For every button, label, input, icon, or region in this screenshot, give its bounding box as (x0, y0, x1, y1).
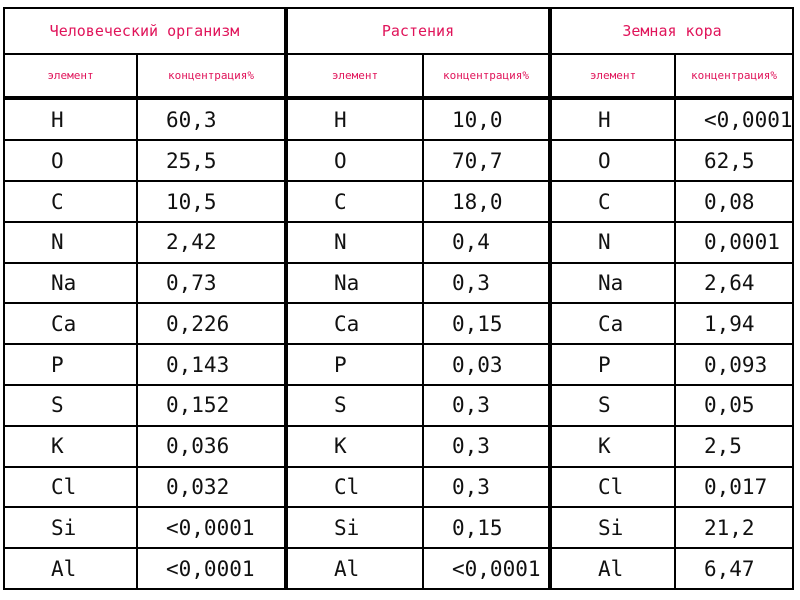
element-cell: Na (3, 261, 138, 305)
element-cell: N (284, 220, 424, 264)
sub-header-concentration: концентрация% (674, 53, 794, 99)
concentration-cell: 62,5 (674, 139, 794, 183)
concentration-cell: 6,47 (674, 547, 794, 590)
concentration-cell: 0,3 (422, 424, 551, 468)
table-body: Человеческий организм Растения Земная ко… (3, 7, 794, 590)
element-cell: Al (284, 547, 424, 590)
element-cell: P (548, 343, 676, 387)
element-cell: Ca (548, 302, 676, 346)
group-header-human: Человеческий организм (3, 7, 287, 55)
element-cell: Na (284, 261, 424, 305)
element-cell: Cl (284, 465, 424, 509)
group-header-earth-crust: Земная кора (548, 7, 794, 55)
concentration-cell: 2,5 (674, 424, 794, 468)
element-cell: K (548, 424, 676, 468)
table-row: N 2,42 N 0,4 N 0,0001 (3, 220, 794, 264)
concentration-cell: 0,08 (674, 180, 794, 223)
concentration-cell: 0,226 (136, 302, 287, 346)
concentration-cell: 0,152 (136, 384, 287, 427)
element-cell: N (548, 220, 676, 264)
element-cell: S (284, 384, 424, 427)
concentration-cell: 0,3 (422, 384, 551, 427)
table-row: O 25,5 O 70,7 O 62,5 (3, 139, 794, 183)
concentration-cell: 0,032 (136, 465, 287, 509)
element-cell: S (3, 384, 138, 427)
concentration-cell: <0,0001 (674, 95, 794, 142)
concentration-cell: 0,143 (136, 343, 287, 387)
element-cell: S (548, 384, 676, 427)
concentration-cell: 70,7 (422, 139, 551, 183)
concentration-cell: <0,0001 (136, 506, 287, 550)
concentration-cell: 10,0 (422, 95, 551, 142)
concentration-cell: 0,73 (136, 261, 287, 305)
element-cell: H (284, 95, 424, 142)
concentration-cell: 0,15 (422, 302, 551, 346)
concentration-cell: 0,036 (136, 424, 287, 468)
table-row: Al <0,0001 Al <0,0001 Al 6,47 (3, 547, 794, 590)
sub-header-concentration: концентрация% (136, 53, 287, 99)
concentration-cell: 0,4 (422, 220, 551, 264)
element-cell: Si (3, 506, 138, 550)
table-row: P 0,143 P 0,03 P 0,093 (3, 343, 794, 387)
concentration-cell: 0,093 (674, 343, 794, 387)
table-row: Si <0,0001 Si 0,15 Si 21,2 (3, 506, 794, 550)
group-header-row: Человеческий организм Растения Земная ко… (3, 7, 794, 55)
concentration-cell: 0,03 (422, 343, 551, 387)
concentration-cell: 18,0 (422, 180, 551, 223)
element-cell: C (548, 180, 676, 223)
sub-header-row: элемент концентрация% элемент концентрац… (3, 53, 794, 99)
concentration-cell: 0,0001 (674, 220, 794, 264)
element-cell: O (3, 139, 138, 183)
concentration-cell: 0,05 (674, 384, 794, 427)
element-cell: O (548, 139, 676, 183)
element-cell: P (3, 343, 138, 387)
element-cell: C (3, 180, 138, 223)
element-cell: C (284, 180, 424, 223)
element-cell: H (548, 95, 676, 142)
table-row: Na 0,73 Na 0,3 Na 2,64 (3, 261, 794, 305)
concentration-cell: 10,5 (136, 180, 287, 223)
element-cell: Cl (3, 465, 138, 509)
element-cell: H (3, 95, 138, 142)
element-cell: Ca (3, 302, 138, 346)
element-cell: P (284, 343, 424, 387)
concentration-cell: 0,3 (422, 465, 551, 509)
table-row: S 0,152 S 0,3 S 0,05 (3, 384, 794, 427)
element-cell: N (3, 220, 138, 264)
table-row: H 60,3 H 10,0 H <0,0001 (3, 95, 794, 142)
sub-header-element: элемент (548, 53, 676, 99)
sub-header-concentration: концентрация% (422, 53, 551, 99)
concentration-cell: 25,5 (136, 139, 287, 183)
concentration-cell: 1,94 (674, 302, 794, 346)
table-row: C 10,5 C 18,0 C 0,08 (3, 180, 794, 223)
element-cell: Si (284, 506, 424, 550)
sub-header-element: элемент (3, 53, 138, 99)
concentration-cell: 21,2 (674, 506, 794, 550)
concentration-cell: 0,15 (422, 506, 551, 550)
element-cell: Al (548, 547, 676, 590)
concentration-cell: 0,3 (422, 261, 551, 305)
concentration-cell: <0,0001 (422, 547, 551, 590)
concentration-cell: 0,017 (674, 465, 794, 509)
element-concentration-table: Человеческий организм Растения Земная ко… (3, 7, 794, 590)
sub-header-element: элемент (284, 53, 424, 99)
element-cell: Na (548, 261, 676, 305)
concentration-cell: 2,64 (674, 261, 794, 305)
element-cell: Si (548, 506, 676, 550)
concentration-cell: 60,3 (136, 95, 287, 142)
element-cell: K (3, 424, 138, 468)
element-cell: Cl (548, 465, 676, 509)
element-cell: Al (3, 547, 138, 590)
element-cell: Ca (284, 302, 424, 346)
concentration-cell: 2,42 (136, 220, 287, 264)
element-cell: O (284, 139, 424, 183)
table-row: K 0,036 K 0,3 K 2,5 (3, 424, 794, 468)
table-row: Cl 0,032 Cl 0,3 Cl 0,017 (3, 465, 794, 509)
table-row: Ca 0,226 Ca 0,15 Ca 1,94 (3, 302, 794, 346)
element-concentration-table-wrap: Человеческий организм Растения Земная ко… (3, 7, 794, 590)
element-cell: K (284, 424, 424, 468)
group-header-plants: Растения (284, 7, 551, 55)
concentration-cell: <0,0001 (136, 547, 287, 590)
